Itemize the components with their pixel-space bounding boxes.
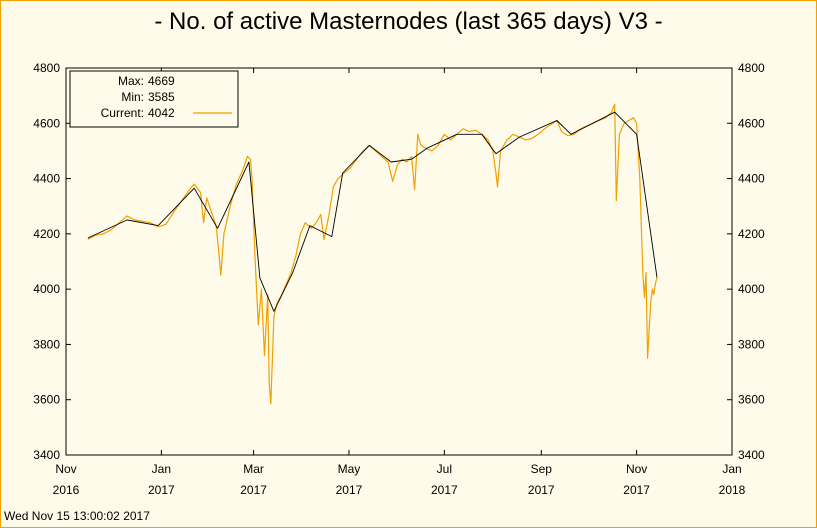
legend-box — [69, 70, 239, 128]
y-tick-label-left: 4000 — [33, 282, 60, 296]
x-tick-label-month: Jul — [437, 462, 452, 476]
series-line-current — [87, 103, 658, 405]
y-tick-label-left: 4400 — [33, 172, 60, 186]
x-tick-label-year: 2017 — [240, 483, 267, 497]
y-tick-label-right: 3800 — [738, 337, 765, 351]
x-tick-label-month: Jan — [152, 462, 171, 476]
x-tick-label-year: 2017 — [623, 483, 650, 497]
y-tick-label-left: 3400 — [33, 448, 60, 462]
y-tick-label-left: 4200 — [33, 227, 60, 241]
series-layer — [87, 103, 658, 405]
x-tick-label-year: 2018 — [719, 483, 746, 497]
x-tick-label-month: May — [338, 462, 361, 476]
x-tick-label-year: 2017 — [148, 483, 175, 497]
legend-max-label: Max: — [118, 74, 144, 88]
series-line-smoothed — [87, 111, 658, 312]
chart-title: - No. of active Masternodes (last 365 da… — [154, 8, 663, 35]
y-tick-label-left: 4800 — [33, 61, 60, 75]
x-tick-label-month: Nov — [626, 462, 647, 476]
y-tick-label-left: 4600 — [33, 116, 60, 130]
legend-min-value: 3585 — [148, 90, 175, 104]
legend-current-label: Current: — [101, 106, 144, 120]
footer-timestamp: Wed Nov 15 13:00:02 2017 — [4, 509, 150, 523]
x-axis-ticks: Nov 2016 Jan 2017 Mar 2017 May 2017 Jul 2017 Sep 20… — [53, 68, 746, 497]
y-tick-label-right: 3600 — [738, 393, 765, 407]
legend-current-value: 4042 — [148, 106, 175, 120]
x-tick-label-year: 2017 — [431, 483, 458, 497]
x-tick-label-month: Mar — [243, 462, 264, 476]
legend-min-label: Min: — [121, 90, 144, 104]
y-tick-label-right: 4600 — [738, 116, 765, 130]
legend: Max: 4669 Min: 3585 Current: 4042 — [69, 70, 239, 128]
y-tick-label-right: 4200 — [738, 227, 765, 241]
x-tick-label-month: Sep — [531, 462, 553, 476]
y-axis-ticks: 3400 3400 3600 3600 3800 3800 4000 4000 4200 4200… — [33, 61, 765, 462]
x-tick-label-year: 2016 — [53, 483, 80, 497]
y-tick-label-right: 4400 — [738, 172, 765, 186]
y-tick-label-left: 3600 — [33, 393, 60, 407]
y-tick-label-right: 4000 — [738, 282, 765, 296]
y-tick-label-right: 4800 — [738, 61, 765, 75]
x-tick-label-month: Jan — [722, 462, 741, 476]
y-tick-label-left: 3800 — [33, 337, 60, 351]
y-tick-label-right: 3400 — [738, 448, 765, 462]
plot-area — [65, 67, 733, 456]
x-tick-label-month: Nov — [55, 462, 76, 476]
legend-max-value: 4669 — [148, 74, 175, 88]
x-tick-label-year: 2017 — [528, 483, 555, 497]
x-tick-label-year: 2017 — [336, 483, 363, 497]
